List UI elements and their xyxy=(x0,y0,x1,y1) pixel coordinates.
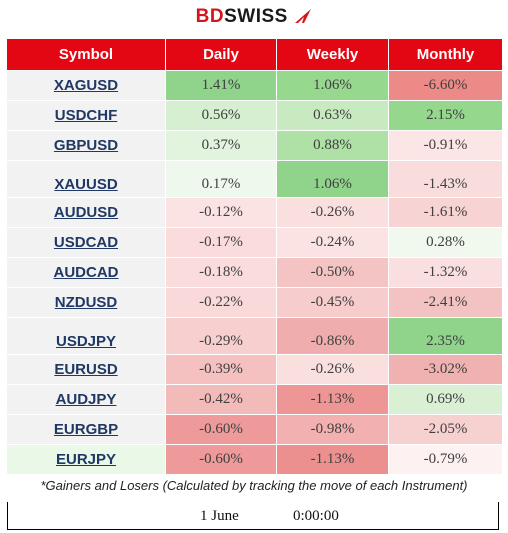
monthly-change-cell: -1.43% xyxy=(388,160,503,198)
header-monthly: Monthly xyxy=(388,38,503,71)
symbol-link[interactable]: AUDCAD xyxy=(6,257,166,288)
weekly-change-cell: 0.63% xyxy=(276,100,389,131)
weekly-change-cell: 0.88% xyxy=(276,130,389,161)
symbol-link[interactable]: EURGBP xyxy=(6,414,166,445)
daily-change-cell: -0.60% xyxy=(165,444,277,475)
table-row: XAGUSD 1.41% 1.06% -6.60% xyxy=(6,70,503,101)
logo-text-swiss: SWISS xyxy=(224,6,288,27)
weekly-change-cell: 1.06% xyxy=(276,70,389,101)
monthly-change-cell: -2.41% xyxy=(388,287,503,318)
table-row: EURJPY -0.60% -1.13% -0.79% xyxy=(6,444,503,475)
gainers-losers-table: Symbol Daily Weekly Monthly XAGUSD 1.41% 1… xyxy=(6,38,503,475)
daily-change-cell: -0.18% xyxy=(165,257,277,288)
brand-logo: BDSWISS xyxy=(0,6,508,29)
monthly-change-cell: -6.60% xyxy=(388,70,503,101)
monthly-change-cell: 2.35% xyxy=(388,317,503,355)
table-row: USDCHF 0.56% 0.63% 2.15% xyxy=(6,100,503,131)
symbol-link[interactable]: USDCAD xyxy=(6,227,166,258)
symbol-link[interactable]: USDJPY xyxy=(6,317,166,355)
table-row: AUDUSD -0.12% -0.26% -1.61% xyxy=(6,197,503,228)
monthly-change-cell: -2.05% xyxy=(388,414,503,445)
weekly-change-cell: 1.06% xyxy=(276,160,389,198)
daily-change-cell: 0.56% xyxy=(165,100,277,131)
weekly-change-cell: -0.26% xyxy=(276,354,389,385)
weekly-change-cell: -0.26% xyxy=(276,197,389,228)
weekly-change-cell: -0.98% xyxy=(276,414,389,445)
symbol-link[interactable]: XAGUSD xyxy=(6,70,166,101)
daily-change-cell: -0.60% xyxy=(165,414,277,445)
symbol-link[interactable]: USDCHF xyxy=(6,100,166,131)
monthly-change-cell: 0.69% xyxy=(388,384,503,415)
symbol-link[interactable]: EURJPY xyxy=(6,444,166,475)
header-weekly: Weekly xyxy=(276,38,389,71)
symbol-link[interactable]: EURUSD xyxy=(6,354,166,385)
logo-text-bd: BD xyxy=(195,6,225,27)
monthly-change-cell: 0.28% xyxy=(388,227,503,258)
table-row: EURUSD -0.39% -0.26% -3.02% xyxy=(6,354,503,385)
monthly-change-cell: -1.32% xyxy=(388,257,503,288)
daily-change-cell: 0.17% xyxy=(165,160,277,198)
table-row: AUDCAD -0.18% -0.50% -1.32% xyxy=(6,257,503,288)
table-row: USDJPY -0.29% -0.86% 2.35% xyxy=(6,317,503,355)
footnote: *Gainers and Losers (Calculated by track… xyxy=(40,478,468,493)
table-row: GBPUSD 0.37% 0.88% -0.91% xyxy=(6,130,503,161)
weekly-change-cell: -1.13% xyxy=(276,384,389,415)
brand-arrow-icon xyxy=(294,8,312,29)
daily-change-cell: 0.37% xyxy=(165,130,277,161)
timestamp-time: 0:00:00 xyxy=(293,508,339,524)
symbol-link[interactable]: NZDUSD xyxy=(6,287,166,318)
table-row: AUDJPY -0.42% -1.13% 0.69% xyxy=(6,384,503,415)
daily-change-cell: -0.12% xyxy=(165,197,277,228)
header-symbol: Symbol xyxy=(6,38,166,71)
symbol-link[interactable]: XAUUSD xyxy=(6,160,166,198)
symbol-link[interactable]: AUDUSD xyxy=(6,197,166,228)
daily-change-cell: -0.39% xyxy=(165,354,277,385)
daily-change-cell: -0.42% xyxy=(165,384,277,415)
table-header-row: Symbol Daily Weekly Monthly xyxy=(6,38,503,71)
daily-change-cell: 1.41% xyxy=(165,70,277,101)
table-body: XAGUSD 1.41% 1.06% -6.60% USDCHF 0.56% 0.63% 2.… xyxy=(6,70,503,475)
table-row: EURGBP -0.60% -0.98% -2.05% xyxy=(6,414,503,445)
table-row: NZDUSD -0.22% -0.45% -2.41% xyxy=(6,287,503,318)
monthly-change-cell: -0.91% xyxy=(388,130,503,161)
weekly-change-cell: -0.45% xyxy=(276,287,389,318)
daily-change-cell: -0.17% xyxy=(165,227,277,258)
weekly-change-cell: -0.24% xyxy=(276,227,389,258)
daily-change-cell: -0.29% xyxy=(165,317,277,355)
monthly-change-cell: -0.79% xyxy=(388,444,503,475)
table-row: XAUUSD 0.17% 1.06% -1.43% xyxy=(6,160,503,198)
weekly-change-cell: -0.50% xyxy=(276,257,389,288)
timestamp-box: 1 June 0:00:00 xyxy=(7,502,499,530)
weekly-change-cell: -0.86% xyxy=(276,317,389,355)
daily-change-cell: -0.22% xyxy=(165,287,277,318)
symbol-link[interactable]: GBPUSD xyxy=(6,130,166,161)
weekly-change-cell: -1.13% xyxy=(276,444,389,475)
timestamp-date: 1 June xyxy=(200,508,239,524)
symbol-link[interactable]: AUDJPY xyxy=(6,384,166,415)
header-daily: Daily xyxy=(165,38,277,71)
monthly-change-cell: 2.15% xyxy=(388,100,503,131)
monthly-change-cell: -3.02% xyxy=(388,354,503,385)
table-row: USDCAD -0.17% -0.24% 0.28% xyxy=(6,227,503,258)
monthly-change-cell: -1.61% xyxy=(388,197,503,228)
